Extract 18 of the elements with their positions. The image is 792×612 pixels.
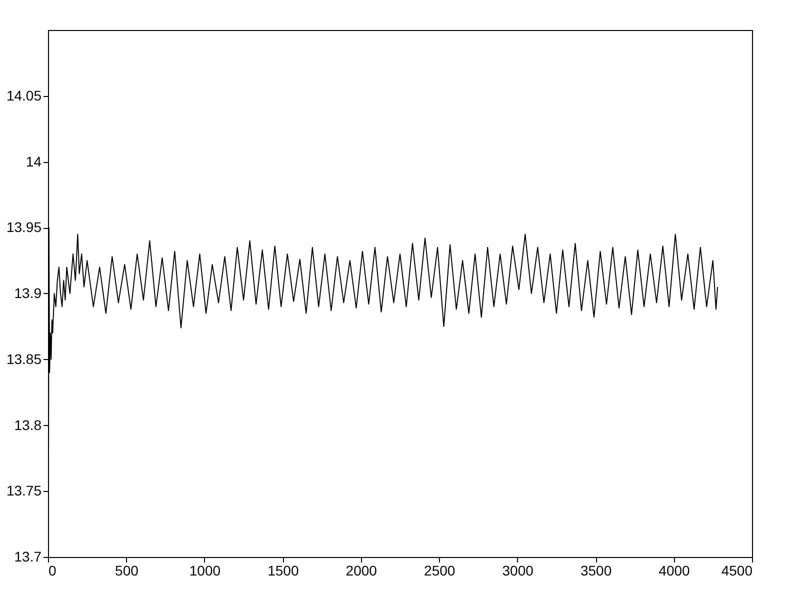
x-tick-label: 0 <box>48 562 56 578</box>
x-tick-label: 3500 <box>580 562 612 578</box>
x-tick-label: 3000 <box>502 562 534 578</box>
x-tick-label: 4500 <box>721 562 753 578</box>
y-tick-label: 13.85 <box>6 350 42 367</box>
y-tick-label: 13.7 <box>14 548 42 564</box>
y-tick-label: 14 <box>26 153 42 170</box>
x-tick-label: 2000 <box>346 562 378 578</box>
x-tick-label: 2500 <box>424 562 456 578</box>
y-tick-label: 13.9 <box>14 285 42 301</box>
x-tick-label: 500 <box>115 562 139 578</box>
x-tick-label: 1500 <box>268 562 299 578</box>
x-tick-label: 1000 <box>189 562 221 578</box>
y-tick-label: 13.8 <box>14 416 42 433</box>
y-tick-label: 14.05 <box>6 87 42 104</box>
y-tick-label: 13.75 <box>6 482 42 499</box>
x-tick-label: 4000 <box>658 562 690 578</box>
y-tick-label: 13.95 <box>6 219 42 236</box>
